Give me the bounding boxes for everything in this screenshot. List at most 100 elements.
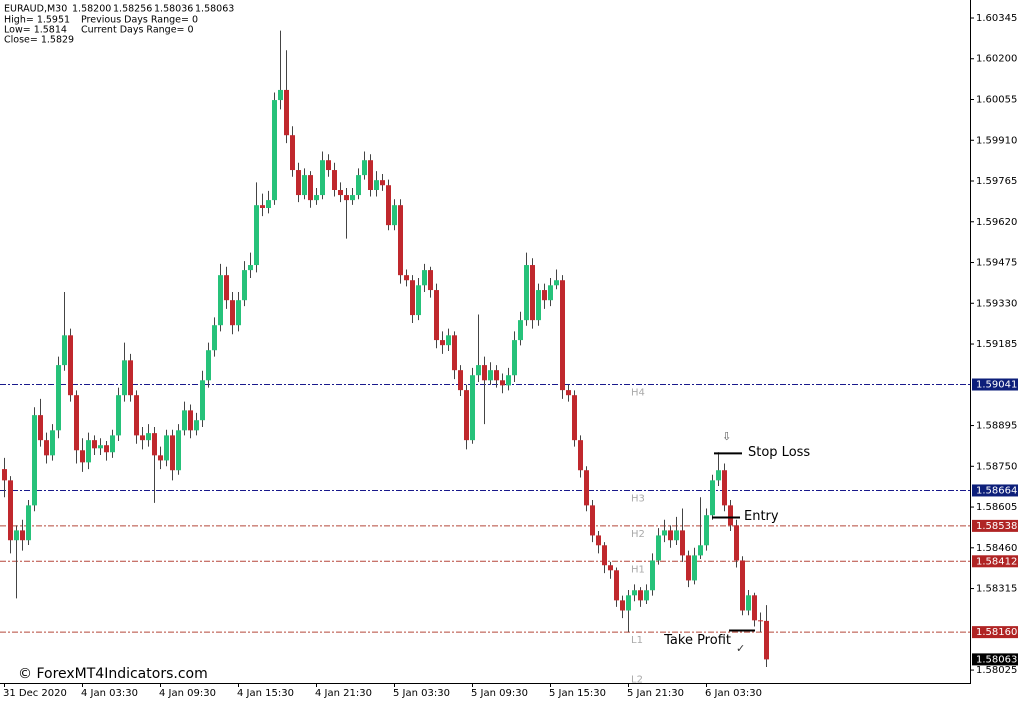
candle-body: [686, 555, 691, 581]
candle-body: [212, 325, 217, 351]
info-text: Current Days Range= 0: [81, 25, 194, 36]
candle-body: [14, 530, 19, 541]
price-label: 1.58538: [976, 521, 1017, 532]
candle-body: [470, 375, 475, 441]
candle-body: [356, 175, 361, 196]
y-tick-label: 1.60055: [976, 94, 1017, 105]
candle-body: [248, 265, 253, 271]
candle-body: [428, 270, 433, 291]
candle-body: [350, 195, 355, 201]
info-text: Low= 1.5814: [4, 25, 67, 36]
candle-body: [392, 205, 397, 226]
x-tick-label: 4 Jan 09:30: [159, 688, 216, 699]
candle-body: [416, 285, 421, 316]
current-price-label: 1.58063: [976, 654, 1017, 665]
candle-body: [314, 195, 319, 201]
check-icon: ✓: [736, 642, 745, 655]
candle-body: [446, 335, 451, 346]
candle-body: [140, 435, 145, 441]
y-tick-label: 1.58605: [976, 502, 1017, 513]
candle-body: [650, 560, 655, 591]
y-tick-label: 1.59475: [976, 258, 1017, 269]
candle-body: [728, 505, 733, 526]
y-tick-label: 1.58895: [976, 421, 1017, 432]
y-tick-label: 1.60200: [976, 54, 1017, 65]
candle-body: [224, 275, 229, 301]
candle-body: [338, 190, 343, 196]
candle-body: [92, 440, 97, 449]
level-name: H2: [631, 529, 645, 540]
candle-body: [536, 290, 541, 321]
arrow-icon: ⇩: [722, 430, 731, 443]
candle-body: [80, 450, 85, 463]
candle-body: [554, 280, 559, 286]
y-tick-label: 1.59330: [976, 298, 1017, 309]
ohlc-label: 1.58256: [113, 4, 152, 15]
candle-body: [290, 135, 295, 171]
candle-body: [170, 435, 175, 471]
candle-body: [386, 185, 391, 226]
candle-body: [740, 560, 745, 611]
candle-body: [572, 395, 577, 441]
y-tick-label: 1.58750: [976, 461, 1017, 472]
candle-body: [122, 360, 127, 396]
candle-body: [674, 530, 679, 541]
candle-body: [578, 440, 583, 471]
candle-body: [110, 435, 115, 453]
price-label-box: [972, 484, 1018, 497]
candle-body: [512, 340, 517, 376]
header: EURAUD,M30 1.58200 1.58256 1.58036 1.580…: [4, 4, 234, 46]
candle-body: [440, 340, 445, 346]
candle-body: [452, 335, 457, 371]
candle-body: [20, 530, 25, 541]
y-tick-label: 1.58025: [976, 665, 1017, 676]
candle-body: [284, 89, 289, 136]
x-tick-label: 31 Dec 2020: [3, 688, 67, 699]
candle-body: [326, 160, 331, 171]
ohlc-label: 1.58200: [72, 4, 111, 15]
trade-label: Take Profit: [663, 633, 731, 648]
x-tick-label: 4 Jan 15:30: [237, 688, 294, 699]
candle-body: [734, 525, 739, 561]
candle-body: [302, 175, 307, 196]
candle-body: [758, 620, 763, 622]
candle-body: [422, 270, 427, 286]
symbol: EURAUD,M30: [4, 4, 67, 15]
candle-body: [608, 565, 613, 571]
candle-body: [332, 170, 337, 191]
candle-body: [176, 430, 181, 471]
candle-body: [104, 445, 109, 453]
candle-body: [362, 160, 367, 176]
y-tick-label: 1.59910: [976, 135, 1017, 146]
candle-body: [680, 530, 685, 556]
candle-body: [716, 470, 721, 481]
price-label-box: [972, 519, 1018, 532]
candle-body: [272, 100, 277, 201]
candle-body: [488, 370, 493, 381]
candle-body: [266, 200, 271, 208]
candle-body: [584, 470, 589, 506]
candle-body: [656, 535, 661, 561]
candle-body: [476, 365, 481, 376]
candle-body: [62, 335, 67, 366]
candle-body: [344, 195, 349, 201]
candle-body: [200, 380, 205, 421]
candle-body: [8, 480, 13, 541]
candle-body: [146, 433, 151, 441]
x-tick-label: 5 Jan 15:30: [549, 688, 606, 699]
candle-body: [2, 469, 7, 481]
candle-body: [380, 180, 385, 186]
level-name: H4: [631, 388, 645, 399]
candle-body: [128, 360, 133, 396]
x-tick-label: 4 Jan 03:30: [81, 688, 138, 699]
candle-body: [32, 415, 37, 506]
ohlc-label: 1.58063: [195, 4, 234, 15]
candle-body: [638, 590, 643, 601]
x-tick-label: 5 Jan 03:30: [393, 688, 450, 699]
candle-body: [152, 433, 157, 456]
price-label: 1.59041: [976, 380, 1017, 391]
candle-body: [464, 390, 469, 441]
info-text: Close= 1.5829: [4, 35, 74, 46]
candle-body: [74, 395, 79, 451]
trade-label: Stop Loss: [748, 445, 810, 460]
